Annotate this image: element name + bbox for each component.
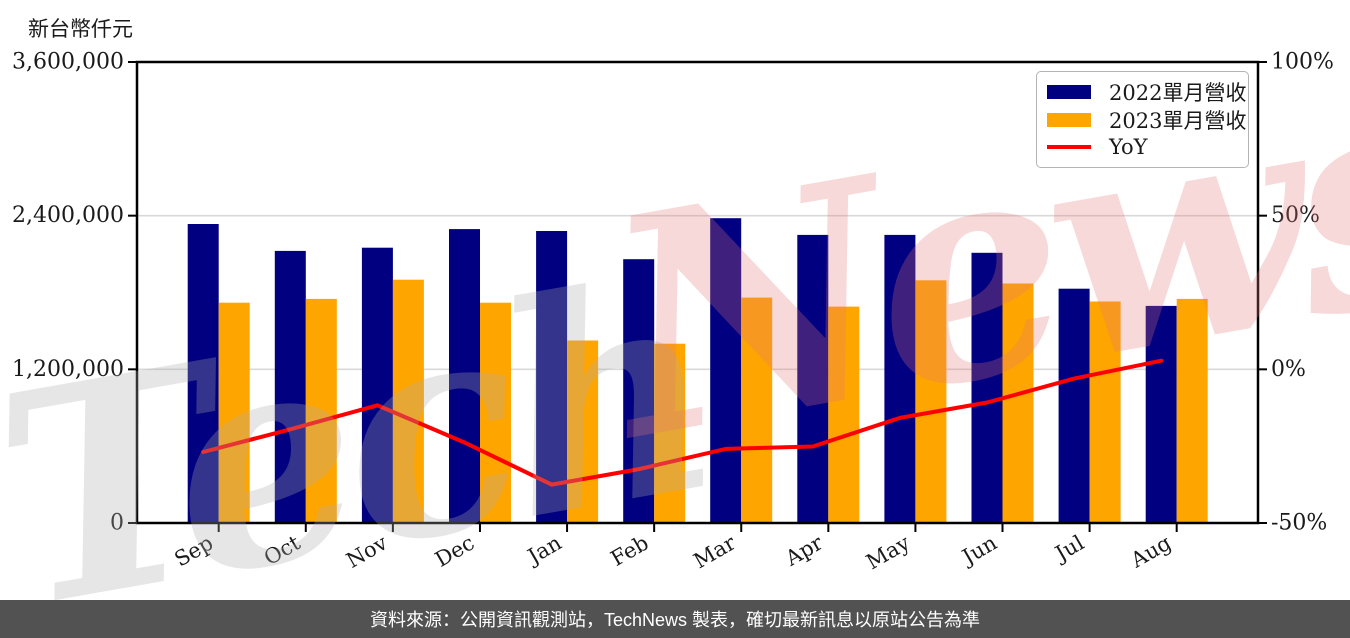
bar-2023-dec bbox=[480, 302, 511, 523]
bar-2023-jul bbox=[1089, 301, 1121, 523]
legend-label-yoy: YoY bbox=[1109, 135, 1148, 159]
bar-2022-aug bbox=[1145, 305, 1177, 523]
x-tick-label: Mar bbox=[690, 530, 741, 573]
bar-2023-oct bbox=[305, 298, 337, 523]
yoy-line bbox=[201, 358, 1164, 487]
x-tick-label: Oct bbox=[260, 530, 305, 570]
axis-frame bbox=[135, 60, 1260, 525]
bar-2022-dec bbox=[449, 229, 480, 523]
y-right-tick-label: 50% bbox=[1271, 203, 1320, 228]
bar-2023-sep bbox=[218, 302, 250, 523]
legend-item-2022: 2022單月營收 bbox=[1047, 79, 1246, 105]
bar-2023-mar bbox=[741, 297, 773, 523]
chart-legend: 2022單月營收 2023單月營收 YoY bbox=[1036, 71, 1249, 168]
bar-2022-oct bbox=[274, 250, 306, 523]
bar-2023-feb bbox=[654, 343, 686, 523]
legend-swatch-2023 bbox=[1047, 112, 1091, 127]
legend-swatch-2022 bbox=[1047, 85, 1091, 99]
bar-2022-nov bbox=[361, 247, 393, 523]
bar-2023-aug bbox=[1176, 298, 1208, 523]
x-tick-label: Sep bbox=[170, 531, 217, 572]
x-tick-label: Feb bbox=[607, 531, 653, 571]
x-tick-label: May bbox=[862, 530, 914, 574]
bar-2023-jan bbox=[567, 340, 599, 523]
x-tick-label: Nov bbox=[342, 530, 391, 572]
y-left-tick-label: 3,600,000 bbox=[12, 50, 124, 75]
y-left-tick-label: 2,400,000 bbox=[12, 203, 124, 228]
y-right-tick-label: 0% bbox=[1271, 357, 1306, 382]
bar-2022-sep bbox=[187, 224, 219, 523]
legend-label-2023: 2023單月營收 bbox=[1109, 108, 1247, 133]
y-left-tick-label: 0 bbox=[110, 511, 124, 536]
y-axis-unit-label: 新台幣仟元 bbox=[28, 17, 133, 41]
source-footer: 資料來源：公開資訊觀測站，TechNews 製表，確切最新訊息以原站公告為準 bbox=[0, 600, 1350, 638]
x-tick-label: Apr bbox=[780, 530, 827, 571]
y-right-tick-label: -50% bbox=[1271, 511, 1327, 536]
x-tick-label: Jan bbox=[522, 531, 566, 570]
bar-2023-nov bbox=[392, 279, 424, 523]
bar-2023-apr bbox=[828, 306, 860, 523]
bar-2022-jan bbox=[536, 231, 568, 523]
legend-label-2022: 2022單月營收 bbox=[1109, 81, 1247, 105]
y-left-tick-label: 1,200,000 bbox=[12, 357, 124, 382]
x-tick-label: Aug bbox=[1126, 531, 1175, 573]
bar-2022-apr bbox=[797, 234, 829, 523]
bar-2022-jun bbox=[971, 252, 1003, 524]
bar-2022-mar bbox=[710, 218, 742, 523]
bar-2022-jul bbox=[1058, 288, 1090, 523]
bar-2022-may bbox=[884, 234, 916, 523]
bar-2023-jun bbox=[1002, 283, 1034, 523]
bar-2022-feb bbox=[623, 259, 655, 523]
source-footer-text: 資料來源：公開資訊觀測站，TechNews 製表，確切最新訊息以原站公告為準 bbox=[369, 610, 981, 630]
x-tick-label: Dec bbox=[431, 531, 479, 572]
bar-2023-may bbox=[915, 280, 947, 523]
x-tick-label: Jun bbox=[957, 531, 1001, 571]
legend-swatch-yoy-line bbox=[1047, 145, 1091, 149]
y-right-tick-label: 100% bbox=[1271, 50, 1334, 75]
x-tick-label: Jul bbox=[1050, 530, 1089, 566]
legend-item-2023: 2023單月營收 bbox=[1047, 107, 1246, 133]
legend-item-yoy: YoY bbox=[1047, 134, 1238, 160]
